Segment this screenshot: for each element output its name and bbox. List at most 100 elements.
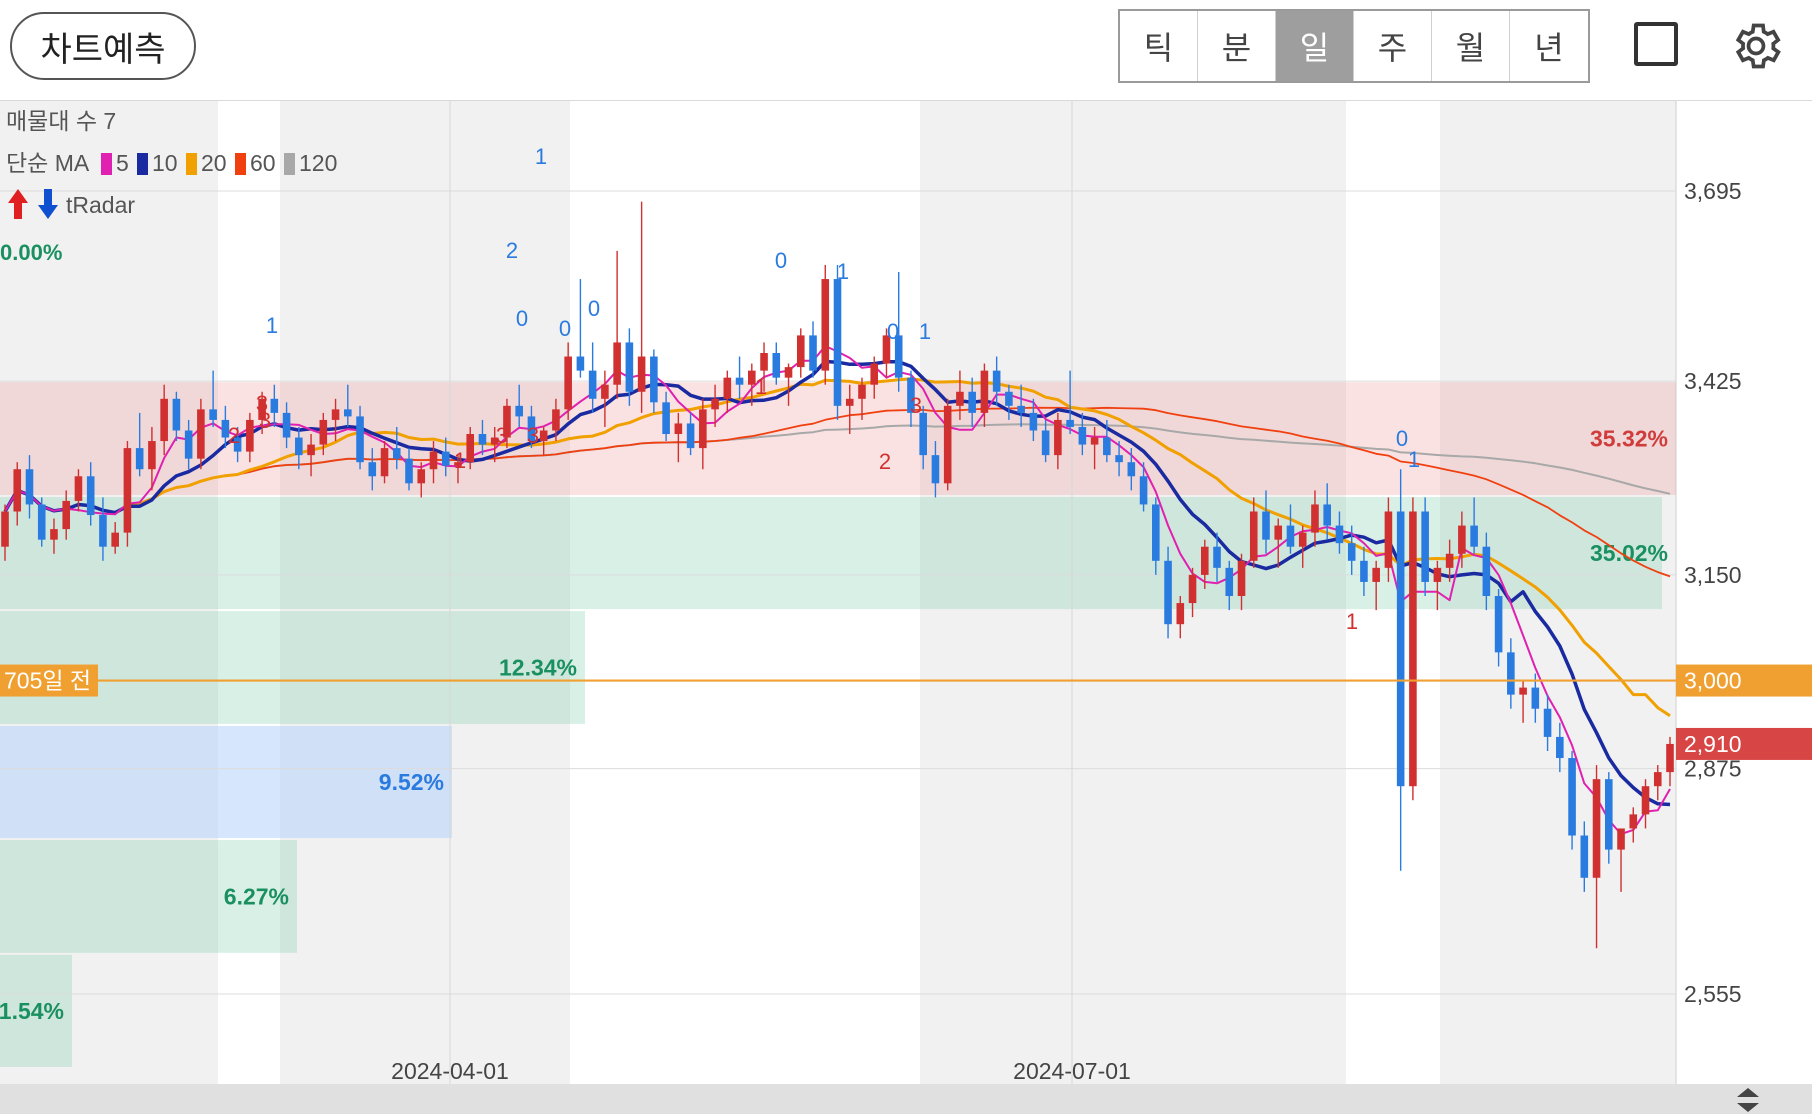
gear-icon[interactable] [1728, 18, 1784, 74]
candle-body [588, 370, 597, 399]
candle-body [319, 419, 328, 445]
y-tick-label: 2,555 [1684, 981, 1742, 1007]
candle-body [1188, 574, 1197, 604]
tab-minute[interactable]: 분 [1198, 11, 1276, 81]
y-tick-label: 3,425 [1684, 368, 1742, 394]
candle-body [784, 367, 793, 378]
time-band [570, 101, 920, 1084]
candle [1335, 511, 1344, 554]
candle [858, 377, 866, 420]
candle [1653, 765, 1662, 801]
candle [282, 402, 291, 449]
candle-body [1494, 596, 1503, 653]
candle [833, 264, 842, 420]
candle [1568, 750, 1576, 850]
candle-body [1666, 743, 1674, 773]
candle [478, 419, 487, 456]
candle-body [1164, 560, 1172, 625]
candle [37, 497, 46, 547]
candle [845, 384, 854, 435]
candle-body [123, 448, 132, 533]
candle-body [246, 419, 254, 452]
signal-label: 1 [837, 259, 849, 284]
candle-body [686, 423, 695, 449]
scroll-handle-icon[interactable] [1728, 1084, 1768, 1114]
signal-label: 3 [256, 391, 268, 416]
candle-body [894, 335, 903, 378]
signal-label: 1 [919, 319, 931, 344]
candle [1188, 567, 1197, 618]
candle [221, 405, 230, 449]
candle-body [1200, 546, 1209, 575]
candle [197, 398, 205, 470]
candlestick-chart[interactable]: 35.32% 35.02% 12.34% 9.52% 6.27% 1.54% 705일 전… [0, 101, 1812, 1084]
candle [417, 462, 426, 498]
candle [1592, 765, 1601, 949]
chart-predict-button[interactable]: 차트예측 [10, 12, 196, 80]
candle-body [527, 416, 536, 442]
tab-week[interactable]: 주 [1354, 11, 1432, 81]
candle [1103, 419, 1111, 463]
tab-day[interactable]: 일 [1276, 11, 1354, 81]
signal-label: 0 [588, 296, 600, 321]
candle-body [1347, 543, 1356, 561]
candle [1396, 469, 1405, 871]
tab-month[interactable]: 월 [1432, 11, 1510, 81]
candle-body [1604, 779, 1613, 850]
candle [515, 384, 523, 427]
candle [233, 426, 242, 463]
candle [1066, 370, 1074, 435]
candle-body [1029, 412, 1038, 431]
candle-body [858, 384, 866, 399]
candle-body [478, 434, 487, 445]
candle-body [1372, 567, 1380, 582]
candle [625, 328, 634, 406]
candle [429, 441, 438, 484]
signal-label: 0 [887, 319, 899, 344]
candle-body [515, 405, 523, 417]
chart-area[interactable]: 35.32% 35.02% 12.34% 9.52% 6.27% 1.54% 705일 전… [0, 101, 1812, 1114]
candle-body [99, 515, 107, 547]
candle-body [368, 462, 377, 477]
candle-body [1115, 455, 1123, 463]
legend-ma-label: 5 [116, 150, 129, 176]
time-band [218, 101, 280, 1084]
candle-body [1592, 779, 1601, 878]
candle-body [613, 342, 621, 385]
candle [1, 504, 9, 561]
candle-body [1066, 419, 1074, 427]
candle-body [564, 356, 572, 410]
candle [931, 441, 940, 498]
x-tick-label: 2024-07-01 [1013, 1058, 1131, 1084]
candle [968, 377, 976, 427]
candle-body [601, 384, 609, 399]
candle-body [111, 532, 119, 547]
candle [25, 455, 34, 519]
candle [674, 412, 683, 463]
candle [160, 384, 168, 456]
tab-year[interactable]: 년 [1510, 11, 1588, 81]
reference-line-label: 705일 전 [4, 668, 91, 694]
candle-body [392, 448, 401, 459]
candle-body [870, 363, 879, 385]
candle [135, 412, 144, 477]
candle-body [1519, 687, 1527, 695]
candle-body [1298, 532, 1307, 547]
candle-body [1617, 828, 1625, 850]
candle [601, 370, 609, 427]
candle [686, 412, 695, 456]
candle [1347, 525, 1356, 575]
candle-body [907, 377, 915, 413]
candle [172, 391, 181, 442]
tab-tick[interactable]: 틱 [1120, 11, 1198, 81]
candle [1164, 546, 1172, 639]
candle [784, 363, 793, 406]
candle-body [980, 370, 989, 413]
candle-body [184, 430, 193, 459]
candle-body [1237, 560, 1246, 597]
candle [405, 448, 413, 491]
candle [992, 356, 1001, 406]
candle-body [135, 448, 144, 470]
square-icon[interactable] [1634, 22, 1678, 66]
legend-ma-swatch [235, 153, 246, 175]
